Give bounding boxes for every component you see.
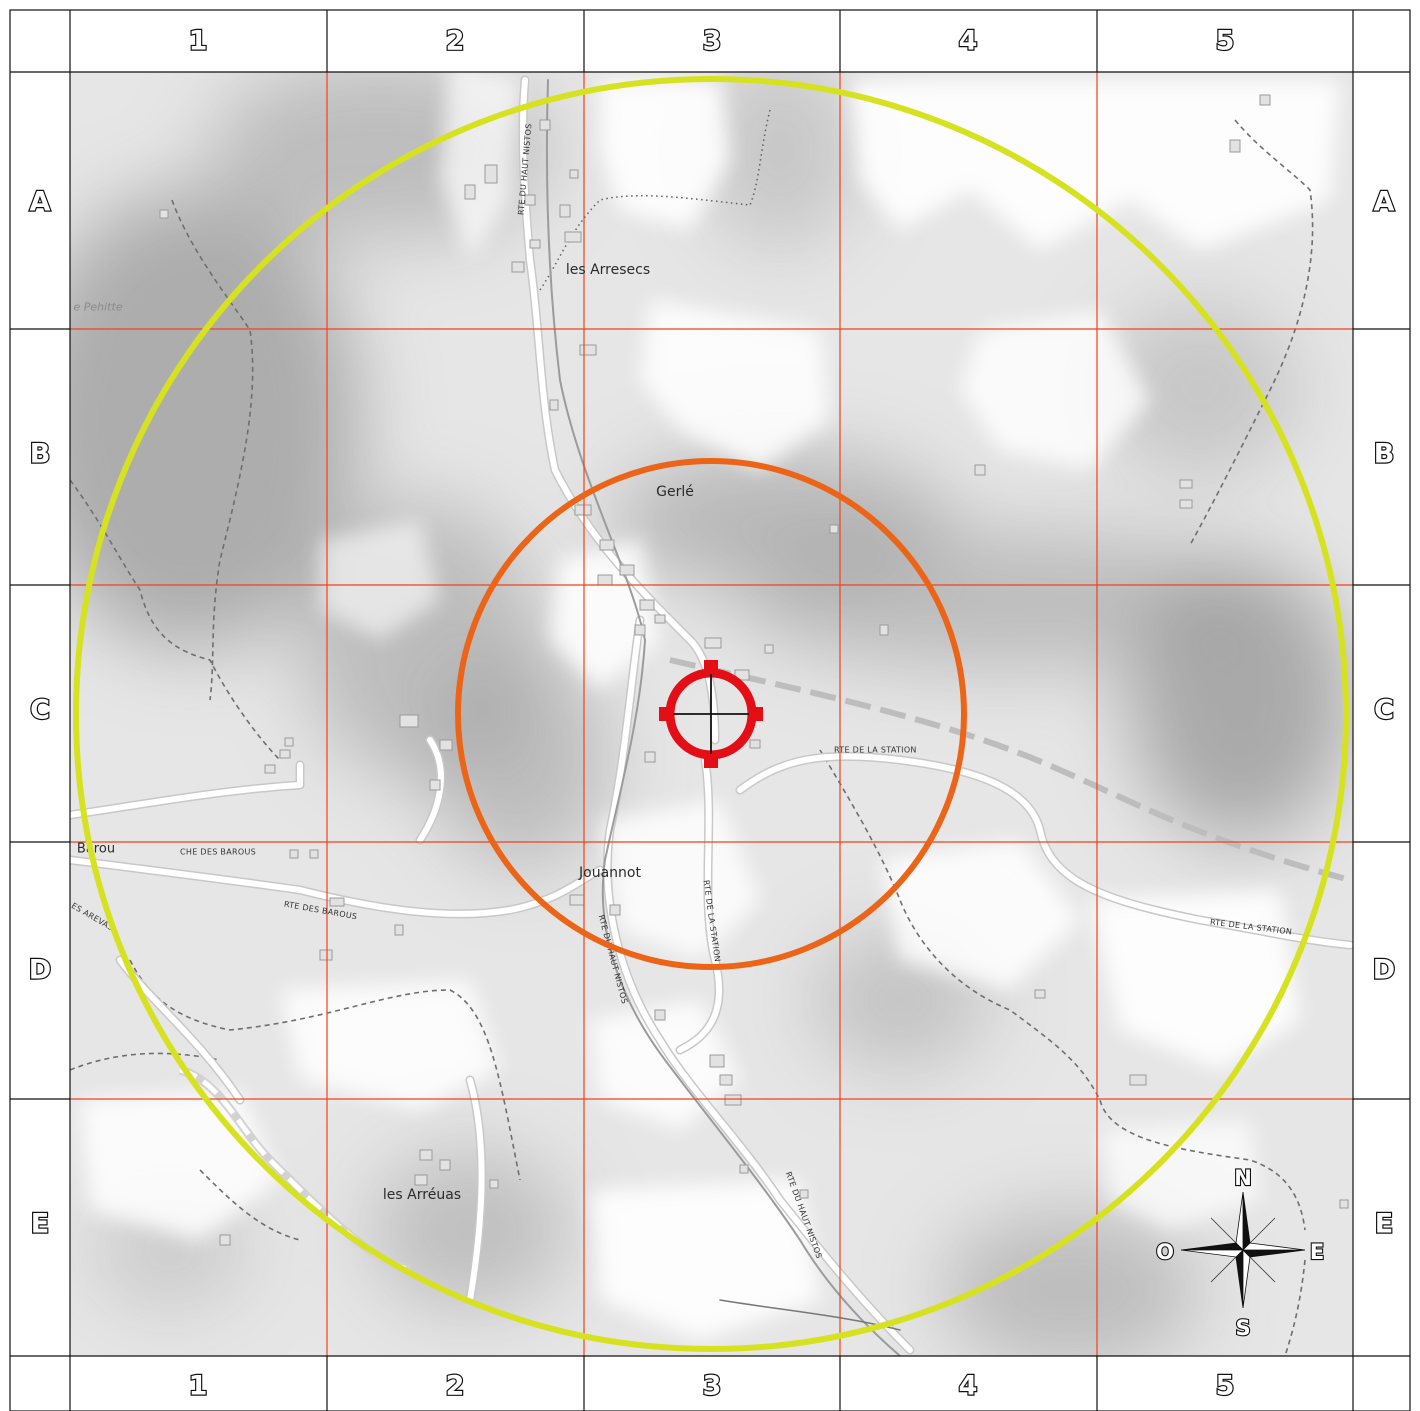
grid-lines [70, 72, 1353, 1356]
grid-frame [9, 9, 1411, 1411]
row-label-left-e: E [31, 1209, 49, 1240]
place-jouannot: Jouannot [578, 865, 641, 881]
compass-west: O [1156, 1240, 1174, 1264]
row-label-left-d: D [29, 955, 51, 986]
row-label-right-a: A [1374, 187, 1395, 218]
column-label-top-4: 4 [959, 26, 978, 57]
place-gerle: Gerlé [656, 484, 694, 500]
compass-east: E [1310, 1240, 1324, 1264]
column-label-bottom-1: 1 [189, 1371, 208, 1402]
map-area[interactable]: les Arresecs Gerlé Jouannot les Arréuas … [20, 50, 1353, 1370]
compass-north: N [1234, 1166, 1252, 1190]
column-label-top-1: 1 [189, 26, 208, 57]
column-label-top-3: 3 [703, 26, 722, 57]
terrain-highlights [80, 72, 1340, 1340]
row-label-right-e: E [1375, 1209, 1393, 1240]
place-les-arreuas: les Arréuas [383, 1187, 461, 1203]
outer-range-circle [73, 76, 1349, 1352]
row-label-left-b: B [30, 439, 51, 470]
compass-south: S [1235, 1316, 1250, 1340]
row-label-left-c: C [30, 695, 50, 726]
place-pehitte: e Pehitte [73, 301, 122, 314]
row-label-right-d: D [1373, 955, 1395, 986]
place-barou: Barou [77, 842, 115, 857]
terrain-shading [70, 72, 1350, 1356]
row-label-left-a: A [30, 187, 51, 218]
inner-range-circle [455, 458, 967, 970]
column-label-bottom-5: 5 [1216, 1371, 1235, 1402]
column-label-bottom-2: 2 [446, 1371, 465, 1402]
column-label-top-2: 2 [446, 26, 465, 57]
column-label-bottom-3: 3 [703, 1371, 722, 1402]
column-label-bottom-4: 4 [959, 1371, 978, 1402]
row-label-right-c: C [1374, 695, 1394, 726]
road-label-station-north: RTE DE LA STATION [834, 746, 917, 755]
target-crosshair-icon[interactable] [659, 660, 763, 768]
place-les-arresecs: les Arresecs [566, 262, 650, 278]
road-label-che-des-barous: CHE DES BAROUS [180, 848, 256, 857]
column-label-top-5: 5 [1216, 26, 1235, 57]
track [539, 109, 771, 291]
compass-rose-icon: N S E O [1155, 1165, 1325, 1341]
row-label-right-b: B [1374, 439, 1395, 470]
buildings [159, 94, 1349, 1246]
trails [70, 119, 1314, 1356]
